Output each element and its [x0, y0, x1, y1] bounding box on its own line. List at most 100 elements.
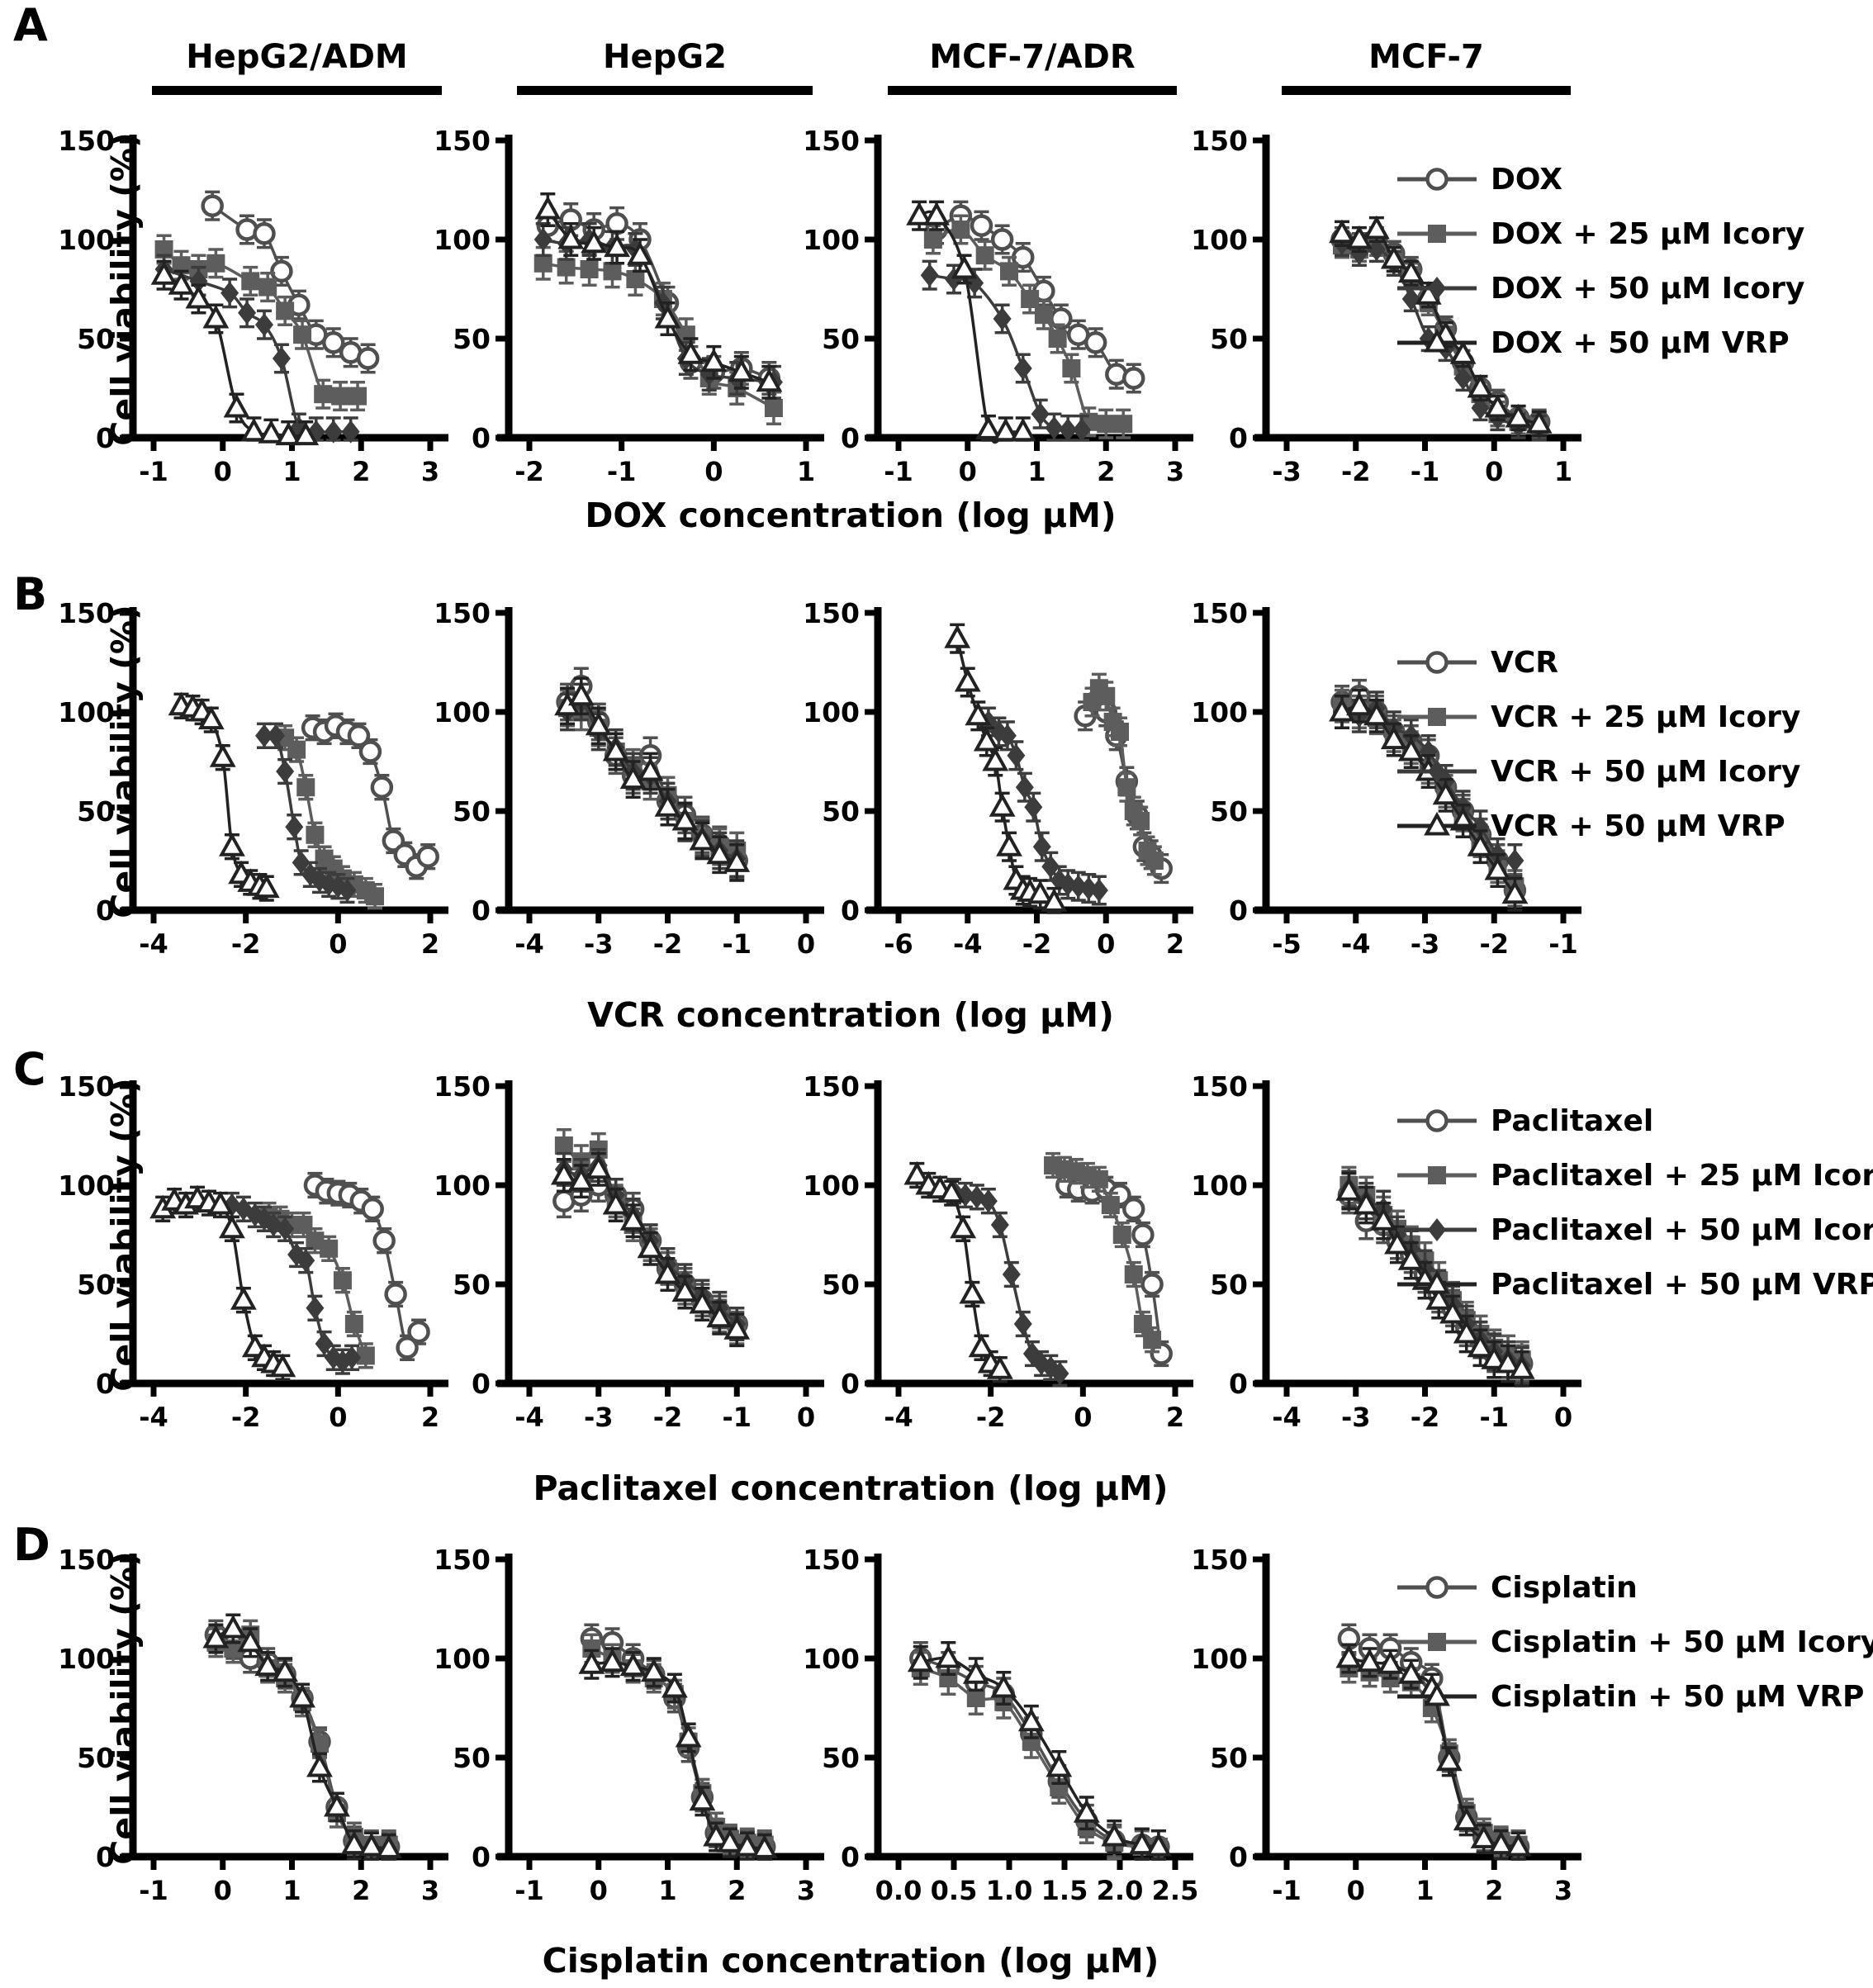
filled-diamond-marker	[272, 347, 291, 370]
legend-label: DOX + 50 μM Icory	[1491, 271, 1805, 306]
y-tick-label: 100	[1191, 1170, 1248, 1202]
axes	[1253, 135, 1581, 451]
x-tick-label: 1	[1554, 456, 1572, 487]
x-tick-label: 1	[1415, 1875, 1434, 1906]
plots-container: 0 50 100 150 -4 -2 0 2 0 50 100 150 -4 -3 -2 -1 0 0 50 100 1…	[0, 566, 1873, 1039]
open-triangle-marker	[903, 1160, 931, 1185]
open-triangle-marker	[989, 793, 1016, 817]
legend-label: DOX	[1491, 162, 1562, 197]
panel-letter: A	[13, 0, 48, 51]
column-header-label: HepG2	[603, 38, 727, 76]
open-triangle-marker	[689, 1786, 716, 1811]
open-triangle-marker	[706, 1303, 733, 1328]
filled-diamond-marker	[320, 872, 339, 896]
open-triangle-marker	[253, 874, 280, 899]
panel-B: B Cell viability (%) 0 50 100 150 -4 -2 0 2 0 50 1…	[0, 566, 1873, 1039]
open-triangle-marker	[996, 833, 1022, 856]
x-tick-label: -4	[953, 928, 983, 960]
open-triangle-marker	[150, 261, 178, 285]
filled-diamond-marker	[1002, 1263, 1021, 1286]
x-tick-label: -1	[884, 456, 913, 487]
filled-diamond-marker	[255, 724, 273, 747]
y-tick-label: 0	[472, 1841, 491, 1873]
open-triangle-marker	[197, 705, 225, 730]
filled-square-marker	[206, 254, 225, 273]
open-triangle-marker	[557, 225, 585, 249]
y-tick-label: 50	[1210, 323, 1248, 355]
filled-square-marker	[1089, 1170, 1108, 1189]
legend-label: VCR + 50 μM VRP	[1491, 809, 1785, 843]
subplot-HepG2: 0 50 100 150 -4 -3 -2 -1 0	[434, 1070, 824, 1433]
x-tick-label: 0	[1097, 928, 1115, 960]
subplot-HepG2: 0 50 100 150 -2 -1 0 1	[434, 125, 824, 487]
open-triangle-marker	[619, 1652, 647, 1677]
filled-square-marker	[356, 1346, 375, 1365]
y-tick-label: 50	[77, 1742, 115, 1774]
subplot-MCF-7: 0 50 100 150 -5 -4 -3 -2 -1	[1191, 597, 1581, 960]
y-tick-label: 100	[434, 1643, 491, 1675]
series-VCR + 50 μM Icory	[255, 722, 357, 904]
filled-diamond-marker	[1045, 416, 1064, 439]
series-VCR + 50 μM Icory	[979, 706, 1108, 906]
filled-diamond-marker	[1401, 287, 1420, 311]
open-triangle-marker	[1467, 833, 1494, 856]
legend-label: DOX + 25 μM Icory	[1491, 216, 1805, 251]
column-header-label: HepG2/ADM	[186, 38, 408, 76]
plots-container: 0 50 100 150 -1 0 1 2 3 0 50 100 150 -2 -1 0 1 0 50 100 150-…	[0, 0, 1873, 566]
x-tick-label: 1	[282, 1875, 301, 1906]
filled-diamond-marker	[341, 420, 360, 444]
open-triangle-marker	[1453, 1319, 1480, 1344]
series-Cisplatin + 50 μM Icory	[206, 1619, 398, 1861]
open-circle-marker	[1425, 1109, 1449, 1132]
filled-diamond-marker	[1032, 1352, 1051, 1375]
open-triangle-marker	[1384, 1230, 1411, 1255]
panel-D: D Cell viability (%) 0 50 100 150 -1 0 1 2 3 0 50 1…	[0, 1518, 1873, 1988]
y-tick-label: 150	[434, 1544, 491, 1576]
x-tick-label: -1	[139, 456, 168, 487]
open-triangle-marker	[703, 1822, 730, 1847]
open-triangle-marker	[1145, 1832, 1172, 1857]
open-circle-marker	[1150, 1342, 1173, 1365]
filled-square-marker	[306, 1231, 325, 1250]
x-tick-label: -4	[1341, 928, 1371, 960]
x-tick-label: -2	[653, 1402, 683, 1433]
open-triangle-marker	[219, 1214, 245, 1239]
open-triangle-marker	[1009, 417, 1036, 442]
open-triangle-marker	[637, 757, 664, 781]
y-tick-label: 50	[822, 1269, 860, 1301]
series-Paclitaxel + 50 μM VRP	[1335, 1171, 1535, 1388]
axes	[1253, 1554, 1581, 1870]
x-tick-label: 1.5	[1041, 1875, 1088, 1906]
y-tick-label: 50	[1210, 795, 1248, 828]
subplot-HepG2/ADM: 0 50 100 150 -4 -2 0 2	[58, 597, 448, 960]
y-tick-label: 0	[1229, 1368, 1248, 1400]
open-triangle-marker	[1449, 340, 1477, 364]
open-triangle-marker	[677, 340, 704, 364]
open-triangle-marker	[220, 1614, 247, 1639]
x-tick-label: -2	[231, 928, 261, 960]
legend: Cisplatin Cisplatin + 50 μM Icory Cisplati…	[1396, 1569, 1873, 1733]
x-tick-label: -3	[1272, 456, 1302, 487]
y-tick-label: 150	[1191, 125, 1248, 157]
open-triangle-marker	[1505, 1832, 1532, 1857]
filled-diamond-marker	[1013, 1312, 1032, 1336]
x-tick-label: 0	[1554, 1402, 1572, 1433]
open-triangle-marker	[1432, 780, 1459, 805]
open-triangle-marker	[585, 1155, 612, 1179]
series-Cisplatin + 50 μM VRP	[1335, 1643, 1532, 1861]
open-triangle-marker	[1484, 393, 1511, 418]
legend-item: DOX + 25 μM Icory	[1396, 216, 1804, 252]
filled-diamond-marker	[1007, 743, 1026, 767]
open-triangle-marker	[973, 727, 1000, 752]
open-triangle-marker	[1397, 737, 1425, 762]
axes	[120, 607, 448, 923]
open-triangle-marker	[1329, 219, 1355, 244]
open-triangle-marker	[990, 1673, 1017, 1698]
open-triangle-marker	[671, 1278, 699, 1302]
open-triangle-marker	[1501, 880, 1529, 904]
filled-diamond-legend-icon	[1397, 760, 1477, 783]
x-tick-label: 1	[797, 456, 815, 487]
y-tick-label: 0	[841, 894, 860, 927]
filled-square-marker	[333, 1271, 352, 1290]
